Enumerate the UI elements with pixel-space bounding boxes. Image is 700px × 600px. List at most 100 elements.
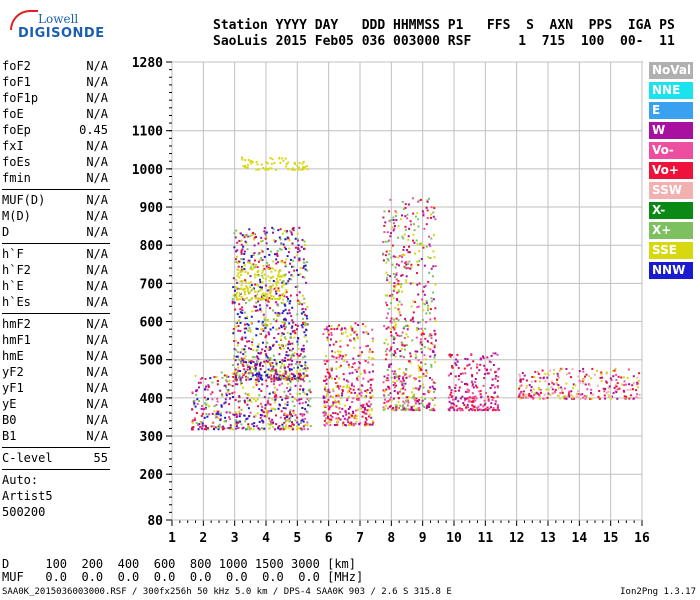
echo-point: [404, 409, 407, 411]
echo-point: [207, 428, 210, 431]
echo-point: [357, 354, 360, 357]
echo-point: [303, 374, 306, 377]
echo-point: [494, 409, 497, 412]
echo-point: [470, 400, 473, 403]
echo-point: [241, 158, 244, 161]
echo-point: [280, 260, 283, 263]
echo-point: [261, 259, 264, 262]
echo-point: [283, 378, 286, 381]
echo-point: [265, 334, 268, 337]
echo-point: [287, 354, 289, 357]
echo-point: [417, 200, 420, 203]
echo-point: [290, 368, 293, 371]
echo-point: [416, 400, 419, 402]
echo-point: [296, 232, 299, 235]
echo-point: [283, 390, 286, 393]
echo-point: [403, 253, 406, 256]
echo-point: [270, 286, 273, 289]
param-separator: [2, 243, 110, 244]
echo-point: [398, 375, 401, 378]
echo-point: [453, 409, 456, 412]
echo-point: [384, 221, 387, 224]
echo-point: [405, 344, 408, 347]
echo-point: [270, 377, 273, 380]
echo-point: [248, 372, 251, 375]
echo-point: [280, 324, 283, 327]
echo-point: [583, 395, 586, 398]
echo-point: [625, 395, 627, 398]
echo-point: [370, 357, 373, 360]
echo-point: [265, 345, 268, 348]
echo-point: [250, 397, 253, 400]
echo-point: [277, 426, 280, 429]
param-name: B1: [2, 429, 17, 443]
echo-point: [278, 344, 280, 346]
echo-point: [287, 358, 290, 361]
echo-point: [242, 353, 245, 356]
echo-point: [270, 167, 273, 170]
echo-point: [420, 258, 423, 260]
echo-point: [584, 383, 587, 386]
echo-point: [348, 366, 351, 369]
echo-point: [352, 410, 354, 413]
echo-point: [291, 421, 293, 424]
echo-point: [253, 305, 256, 308]
echo-point: [390, 396, 392, 399]
echo-point: [280, 427, 282, 430]
echo-point: [238, 276, 241, 279]
echo-point: [636, 393, 639, 396]
echo-point: [287, 281, 289, 284]
echo-point: [266, 401, 269, 404]
echo-point: [430, 397, 433, 400]
echo-point: [245, 372, 248, 375]
echo-point: [292, 265, 295, 268]
echo-point: [302, 388, 305, 390]
echo-point: [274, 408, 277, 411]
echo-point: [247, 272, 249, 275]
echo-point: [433, 344, 436, 347]
echo-point: [490, 406, 492, 409]
echo-point: [242, 165, 245, 168]
echo-point: [450, 402, 453, 405]
echo-point: [233, 340, 236, 342]
echo-point: [538, 395, 541, 398]
echo-point: [243, 236, 246, 239]
echo-point: [426, 405, 429, 408]
echo-point: [434, 361, 437, 364]
echo-point: [490, 402, 493, 405]
echo-point: [428, 334, 431, 337]
echo-point: [306, 168, 309, 171]
echo-point: [353, 424, 355, 427]
echo-point: [260, 240, 262, 243]
echo-point: [629, 388, 632, 391]
echo-point: [395, 384, 398, 387]
echo-point: [268, 361, 271, 364]
echo-point: [296, 372, 299, 374]
echo-point: [288, 340, 290, 343]
echo-point: [419, 376, 422, 379]
param-value: N/A: [86, 317, 108, 331]
echo-point: [254, 290, 257, 293]
echo-point: [288, 277, 291, 280]
echo-point: [291, 167, 294, 170]
echo-point: [366, 389, 369, 391]
echo-point: [228, 427, 231, 430]
echo-point: [547, 374, 550, 377]
echo-point: [195, 412, 198, 414]
echo-point: [285, 354, 288, 357]
echo-point: [288, 375, 291, 378]
echo-point: [328, 325, 331, 327]
echo-point: [327, 407, 330, 410]
echo-point: [255, 305, 258, 308]
echo-point: [307, 389, 310, 392]
echo-point: [228, 403, 231, 406]
echo-point: [420, 396, 423, 399]
echo-point: [241, 270, 244, 273]
echo-point: [296, 254, 299, 257]
echo-point: [492, 364, 495, 366]
echo-point: [249, 281, 252, 284]
echo-point: [208, 413, 211, 416]
echo-point: [235, 413, 238, 416]
echo-point: [205, 413, 208, 416]
echo-point: [286, 387, 288, 389]
